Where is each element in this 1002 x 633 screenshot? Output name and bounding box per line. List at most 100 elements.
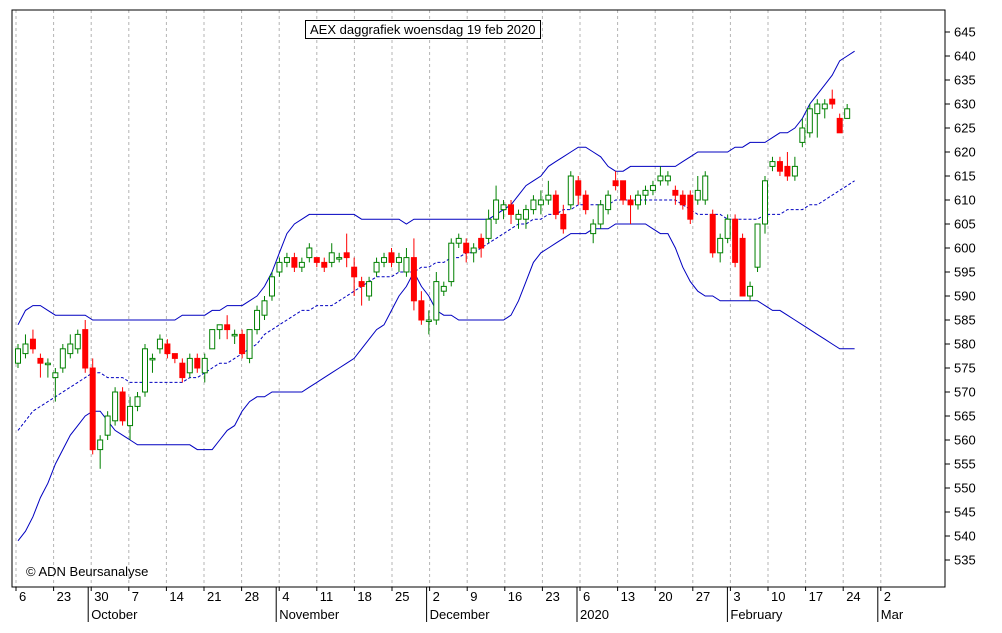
candle-up (425, 310, 432, 335)
candle-up (112, 387, 119, 426)
candle-body (298, 261, 305, 268)
candle-up (403, 248, 410, 277)
candle-body (104, 415, 111, 436)
candle-body (59, 348, 66, 369)
candle-down (784, 152, 791, 181)
candle-up (455, 233, 462, 248)
candle-body (702, 175, 709, 201)
x-day-label: 10 (771, 589, 785, 604)
candle-body (194, 357, 201, 369)
candle-body (448, 242, 455, 283)
candle-body (246, 329, 253, 359)
y-tick-label: 550 (954, 481, 976, 496)
y-tick-label: 615 (954, 169, 976, 184)
candle-body (381, 257, 388, 263)
candle-down (627, 195, 634, 224)
candle-body (112, 391, 119, 422)
candle-body (612, 180, 619, 187)
candle-up (156, 334, 163, 354)
candle-body (657, 175, 664, 182)
candle-down (739, 233, 746, 297)
candle-down (358, 276, 365, 306)
candle-body (119, 391, 126, 422)
candle-body (776, 161, 783, 172)
candle-down (582, 190, 589, 215)
candle-up (470, 243, 477, 263)
candle-body (97, 439, 104, 451)
x-day-label: 13 (621, 589, 635, 604)
candle-body (597, 204, 604, 225)
candle-up (216, 324, 223, 340)
candle-up (276, 257, 283, 277)
candle-body (179, 362, 186, 379)
candle-body (44, 362, 51, 366)
candle-up (754, 223, 761, 272)
candle-body (493, 199, 500, 220)
x-day-label: 24 (846, 589, 860, 604)
candle-down (620, 180, 627, 205)
candle-up (67, 334, 74, 359)
candle-body (425, 319, 432, 322)
candle-down (463, 238, 470, 263)
candle-body (769, 161, 776, 167)
candle-up (134, 392, 141, 412)
candle-body (649, 185, 656, 191)
candle-body (791, 165, 798, 177)
x-day-label: 17 (809, 589, 823, 604)
candle-up (59, 344, 66, 373)
candle-up (821, 99, 828, 119)
candle-body (410, 257, 417, 302)
candle-body (522, 209, 529, 220)
x-day-label: 25 (395, 589, 409, 604)
y-tick-label: 540 (954, 529, 976, 544)
candle-body (754, 223, 761, 268)
price-axis: 535 540 545 550 555 560 565 570 575 580 585 590 595 6… (945, 25, 976, 568)
candle-up (395, 252, 402, 272)
candle-up (298, 257, 305, 272)
candle-body (283, 257, 290, 263)
candle-up (724, 214, 731, 244)
candle-up (500, 200, 507, 220)
candle-down (552, 190, 559, 220)
candle-body (433, 281, 440, 321)
candle-body (156, 338, 163, 350)
candle-up (15, 344, 21, 368)
candle-body (784, 165, 791, 177)
candle-up (201, 353, 208, 383)
candle-body (164, 343, 171, 355)
candle-down (171, 353, 178, 364)
candle-down (418, 291, 425, 325)
candle-down (82, 320, 89, 373)
x-day-label: 23 (57, 589, 71, 604)
candle-body (239, 333, 246, 355)
candle-body (545, 194, 552, 201)
plot-border (11, 9, 946, 588)
candle-body (201, 357, 208, 374)
candle-body (395, 257, 402, 263)
candle-body (515, 213, 522, 220)
candle-down (508, 200, 515, 224)
candle-body (485, 218, 492, 239)
candle-body (739, 237, 746, 297)
candle-body (74, 333, 81, 350)
x-month-label: October (91, 607, 138, 622)
y-tick-label: 630 (954, 97, 976, 112)
y-tick-label: 560 (954, 433, 976, 448)
x-day-label: 7 (132, 589, 139, 604)
candle-up (22, 334, 29, 359)
y-tick-label: 640 (954, 49, 976, 64)
x-day-label: 2 (884, 589, 891, 604)
x-day-label: 27 (696, 589, 710, 604)
candle-body (388, 252, 395, 263)
candle-up (141, 344, 148, 397)
candle-down (321, 257, 328, 272)
candle-up (149, 353, 156, 373)
candle-up (336, 252, 343, 263)
candle-body (351, 266, 358, 278)
x-day-label: 20 (658, 589, 672, 604)
x-day-label: 4 (282, 589, 289, 604)
candle-up (537, 190, 544, 215)
candle-up (44, 358, 51, 378)
candle-body (470, 247, 477, 254)
